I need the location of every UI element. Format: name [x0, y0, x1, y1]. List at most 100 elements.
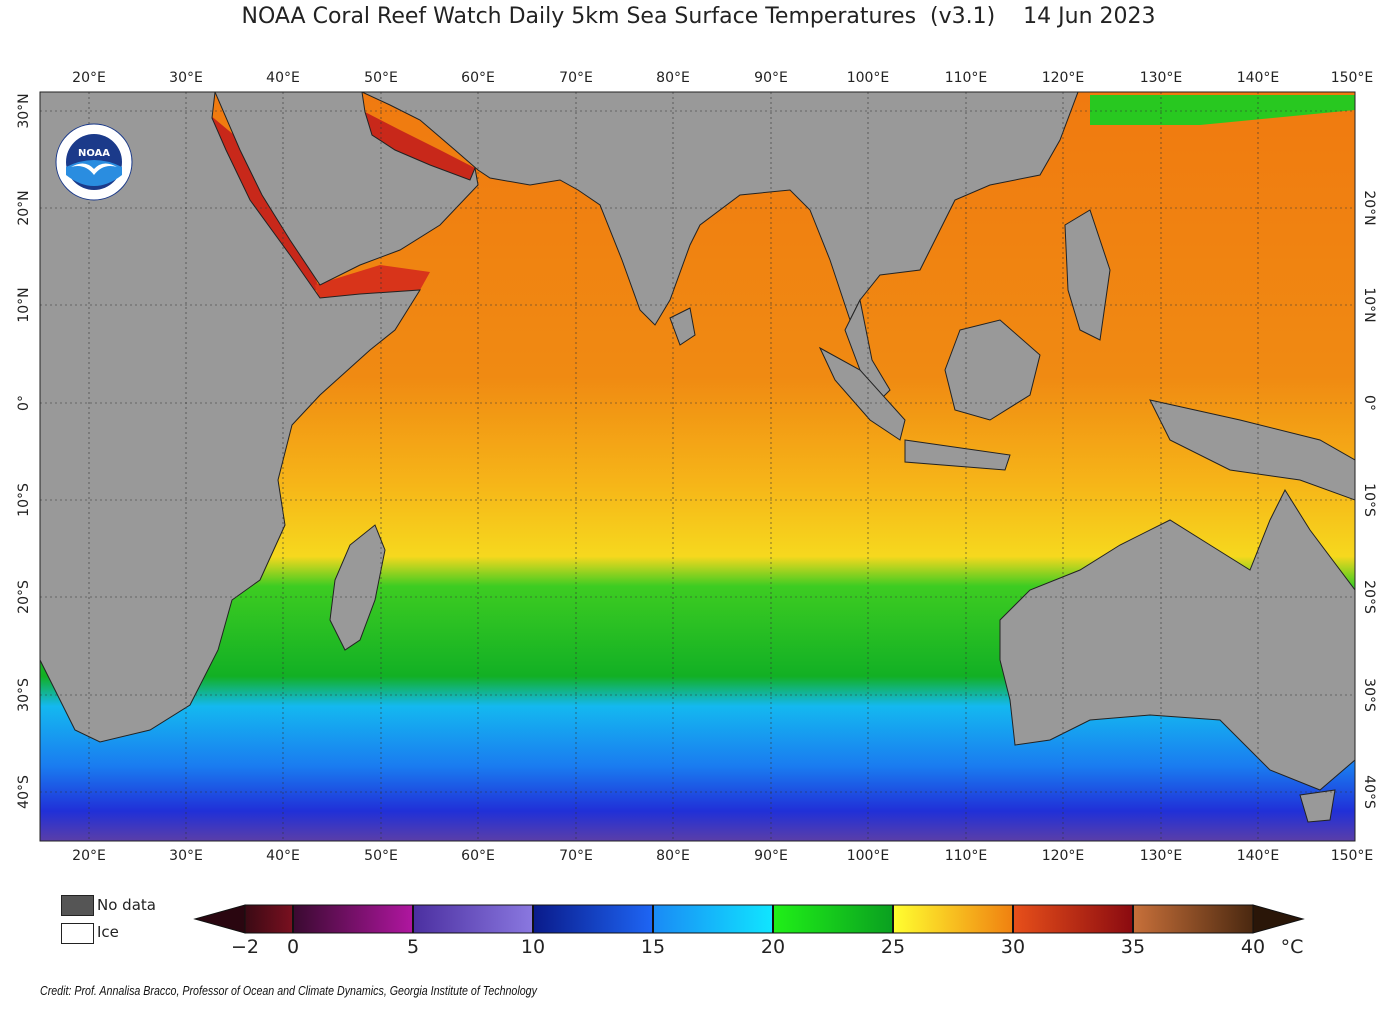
land-java — [904, 439, 1011, 471]
lon-tick: 30°E — [169, 70, 203, 86]
lat-ticks-right: 20°N 10°N 0° 10°S 20°S 30°S 40°S — [1361, 190, 1377, 809]
lon-tick: 90°E — [754, 848, 788, 864]
colorbar-tick: 15 — [641, 936, 665, 958]
lon-tick: 140°E — [1237, 848, 1280, 864]
lat-tick: 30°N — [16, 93, 32, 128]
lat-tick: 30°S — [1361, 678, 1377, 712]
colorbar-dividers — [292, 905, 1134, 933]
lon-tick: 20°E — [72, 848, 106, 864]
northwest-pacific-green — [1090, 95, 1355, 125]
colorbar-tick: 20 — [761, 936, 785, 958]
colorbar-segment — [1133, 905, 1253, 933]
lat-tick: 40°S — [1361, 775, 1377, 809]
colorbar-segment — [1013, 905, 1133, 933]
noaa-logo-icon: NOAA — [55, 123, 133, 201]
colorbar-ticks: −2 0 5 10 15 20 25 30 35 40 °C — [231, 936, 1303, 958]
lat-tick: 40°S — [16, 775, 32, 809]
lon-tick: 50°E — [364, 70, 398, 86]
lon-tick: 130°E — [1140, 848, 1183, 864]
colorbar-segment — [413, 905, 533, 933]
lat-tick: 30°S — [16, 678, 32, 712]
colorbar-tick: 30 — [1001, 936, 1025, 958]
land-australia — [999, 488, 1355, 791]
lon-tick: 120°E — [1042, 70, 1085, 86]
no-data-label: No data — [97, 896, 156, 914]
lon-tick: 110°E — [945, 70, 988, 86]
map-frame — [39, 91, 1356, 842]
colorbar-tick: 5 — [407, 936, 419, 958]
lon-tick: 100°E — [847, 848, 890, 864]
land-borneo — [944, 319, 1041, 421]
lat-tick: 20°S — [1361, 580, 1377, 614]
lon-tick: 40°E — [266, 70, 300, 86]
land-sumatra — [818, 346, 906, 441]
colorbar-tick: −2 — [231, 936, 259, 958]
lon-tick: 80°E — [656, 848, 690, 864]
lon-tick: 30°E — [169, 848, 203, 864]
colorbar-segment — [773, 905, 893, 933]
lat-tick: 20°S — [16, 580, 32, 614]
colorbar-segment — [893, 905, 1013, 933]
red-sea — [210, 115, 320, 292]
lon-tick: 50°E — [364, 848, 398, 864]
lat-tick: 10°N — [1361, 287, 1377, 322]
lon-tick: 40°E — [266, 848, 300, 864]
lon-tick: 100°E — [847, 70, 890, 86]
ice-swatch — [61, 923, 94, 944]
lat-tick: 10°S — [1361, 483, 1377, 517]
credit-text: Credit: Prof. Annalisa Bracco, Professor… — [40, 983, 537, 998]
lat-tick: 10°N — [16, 287, 32, 322]
land-philippines — [1064, 209, 1111, 341]
land-arabia — [214, 92, 479, 286]
lat-tick: 0° — [1361, 395, 1377, 411]
colorbar-tick: 10 — [521, 936, 545, 958]
lon-tick: 120°E — [1042, 848, 1085, 864]
colorbar-unit: °C — [1281, 936, 1304, 958]
lon-tick: 60°E — [461, 70, 495, 86]
colorbar-tick: 40 — [1241, 936, 1265, 958]
lon-tick: 20°E — [72, 70, 106, 86]
land-sri-lanka — [669, 307, 696, 346]
lon-ticks-top: 20°E 30°E 40°E 50°E 60°E 70°E 80°E 90°E … — [72, 70, 1373, 86]
land-new-guinea — [1149, 399, 1355, 501]
land-iran-india — [361, 92, 1079, 326]
colorbar-segment — [533, 905, 653, 933]
gulf-of-aden — [315, 265, 430, 298]
lon-tick: 80°E — [656, 70, 690, 86]
no-data-swatch — [61, 895, 94, 916]
colorbar-tick: 25 — [881, 936, 905, 958]
map-area — [40, 92, 1355, 841]
graticule — [40, 92, 1355, 841]
lat-tick: 10°S — [16, 483, 32, 517]
map-title: NOAA Coral Reef Watch Daily 5km Sea Surf… — [241, 4, 1156, 29]
lon-tick: 60°E — [461, 848, 495, 864]
ice-label: Ice — [97, 923, 119, 941]
lon-tick: 150°E — [1331, 70, 1374, 86]
land-africa — [40, 92, 421, 743]
lon-tick: 70°E — [559, 848, 593, 864]
lat-tick: 0° — [16, 395, 32, 411]
persian-gulf — [365, 112, 475, 180]
svg-text:NOAA: NOAA — [78, 148, 110, 159]
lat-tick: 20°N — [1361, 190, 1377, 225]
lon-tick: 70°E — [559, 70, 593, 86]
colorbar-min-arrow — [193, 904, 246, 934]
lon-tick: 150°E — [1331, 848, 1374, 864]
lat-ticks-left: 30°N 20°N 10°N 0° 10°S 20°S 30°S 40°S — [16, 93, 32, 809]
lon-tick: 130°E — [1140, 70, 1183, 86]
colorbar-segment — [245, 905, 293, 933]
sst-map: 20°E 30°E 40°E 50°E 60°E 70°E 80°E 90°E … — [16, 70, 1377, 864]
colorbar-segment — [653, 905, 773, 933]
lon-tick: 140°E — [1237, 70, 1280, 86]
colorbar-tick: 0 — [287, 936, 299, 958]
lon-tick: 110°E — [945, 848, 988, 864]
land-madagascar — [329, 524, 386, 651]
colorbar-tick: 35 — [1121, 936, 1145, 958]
lon-tick: 90°E — [754, 70, 788, 86]
colorbar-max-arrow — [1252, 904, 1305, 934]
colorbar-segment — [293, 905, 413, 933]
lon-ticks-bottom: 20°E 30°E 40°E 50°E 60°E 70°E 80°E 90°E … — [72, 848, 1373, 864]
land-tasmania — [1299, 789, 1336, 823]
lat-tick: 20°N — [16, 190, 32, 225]
